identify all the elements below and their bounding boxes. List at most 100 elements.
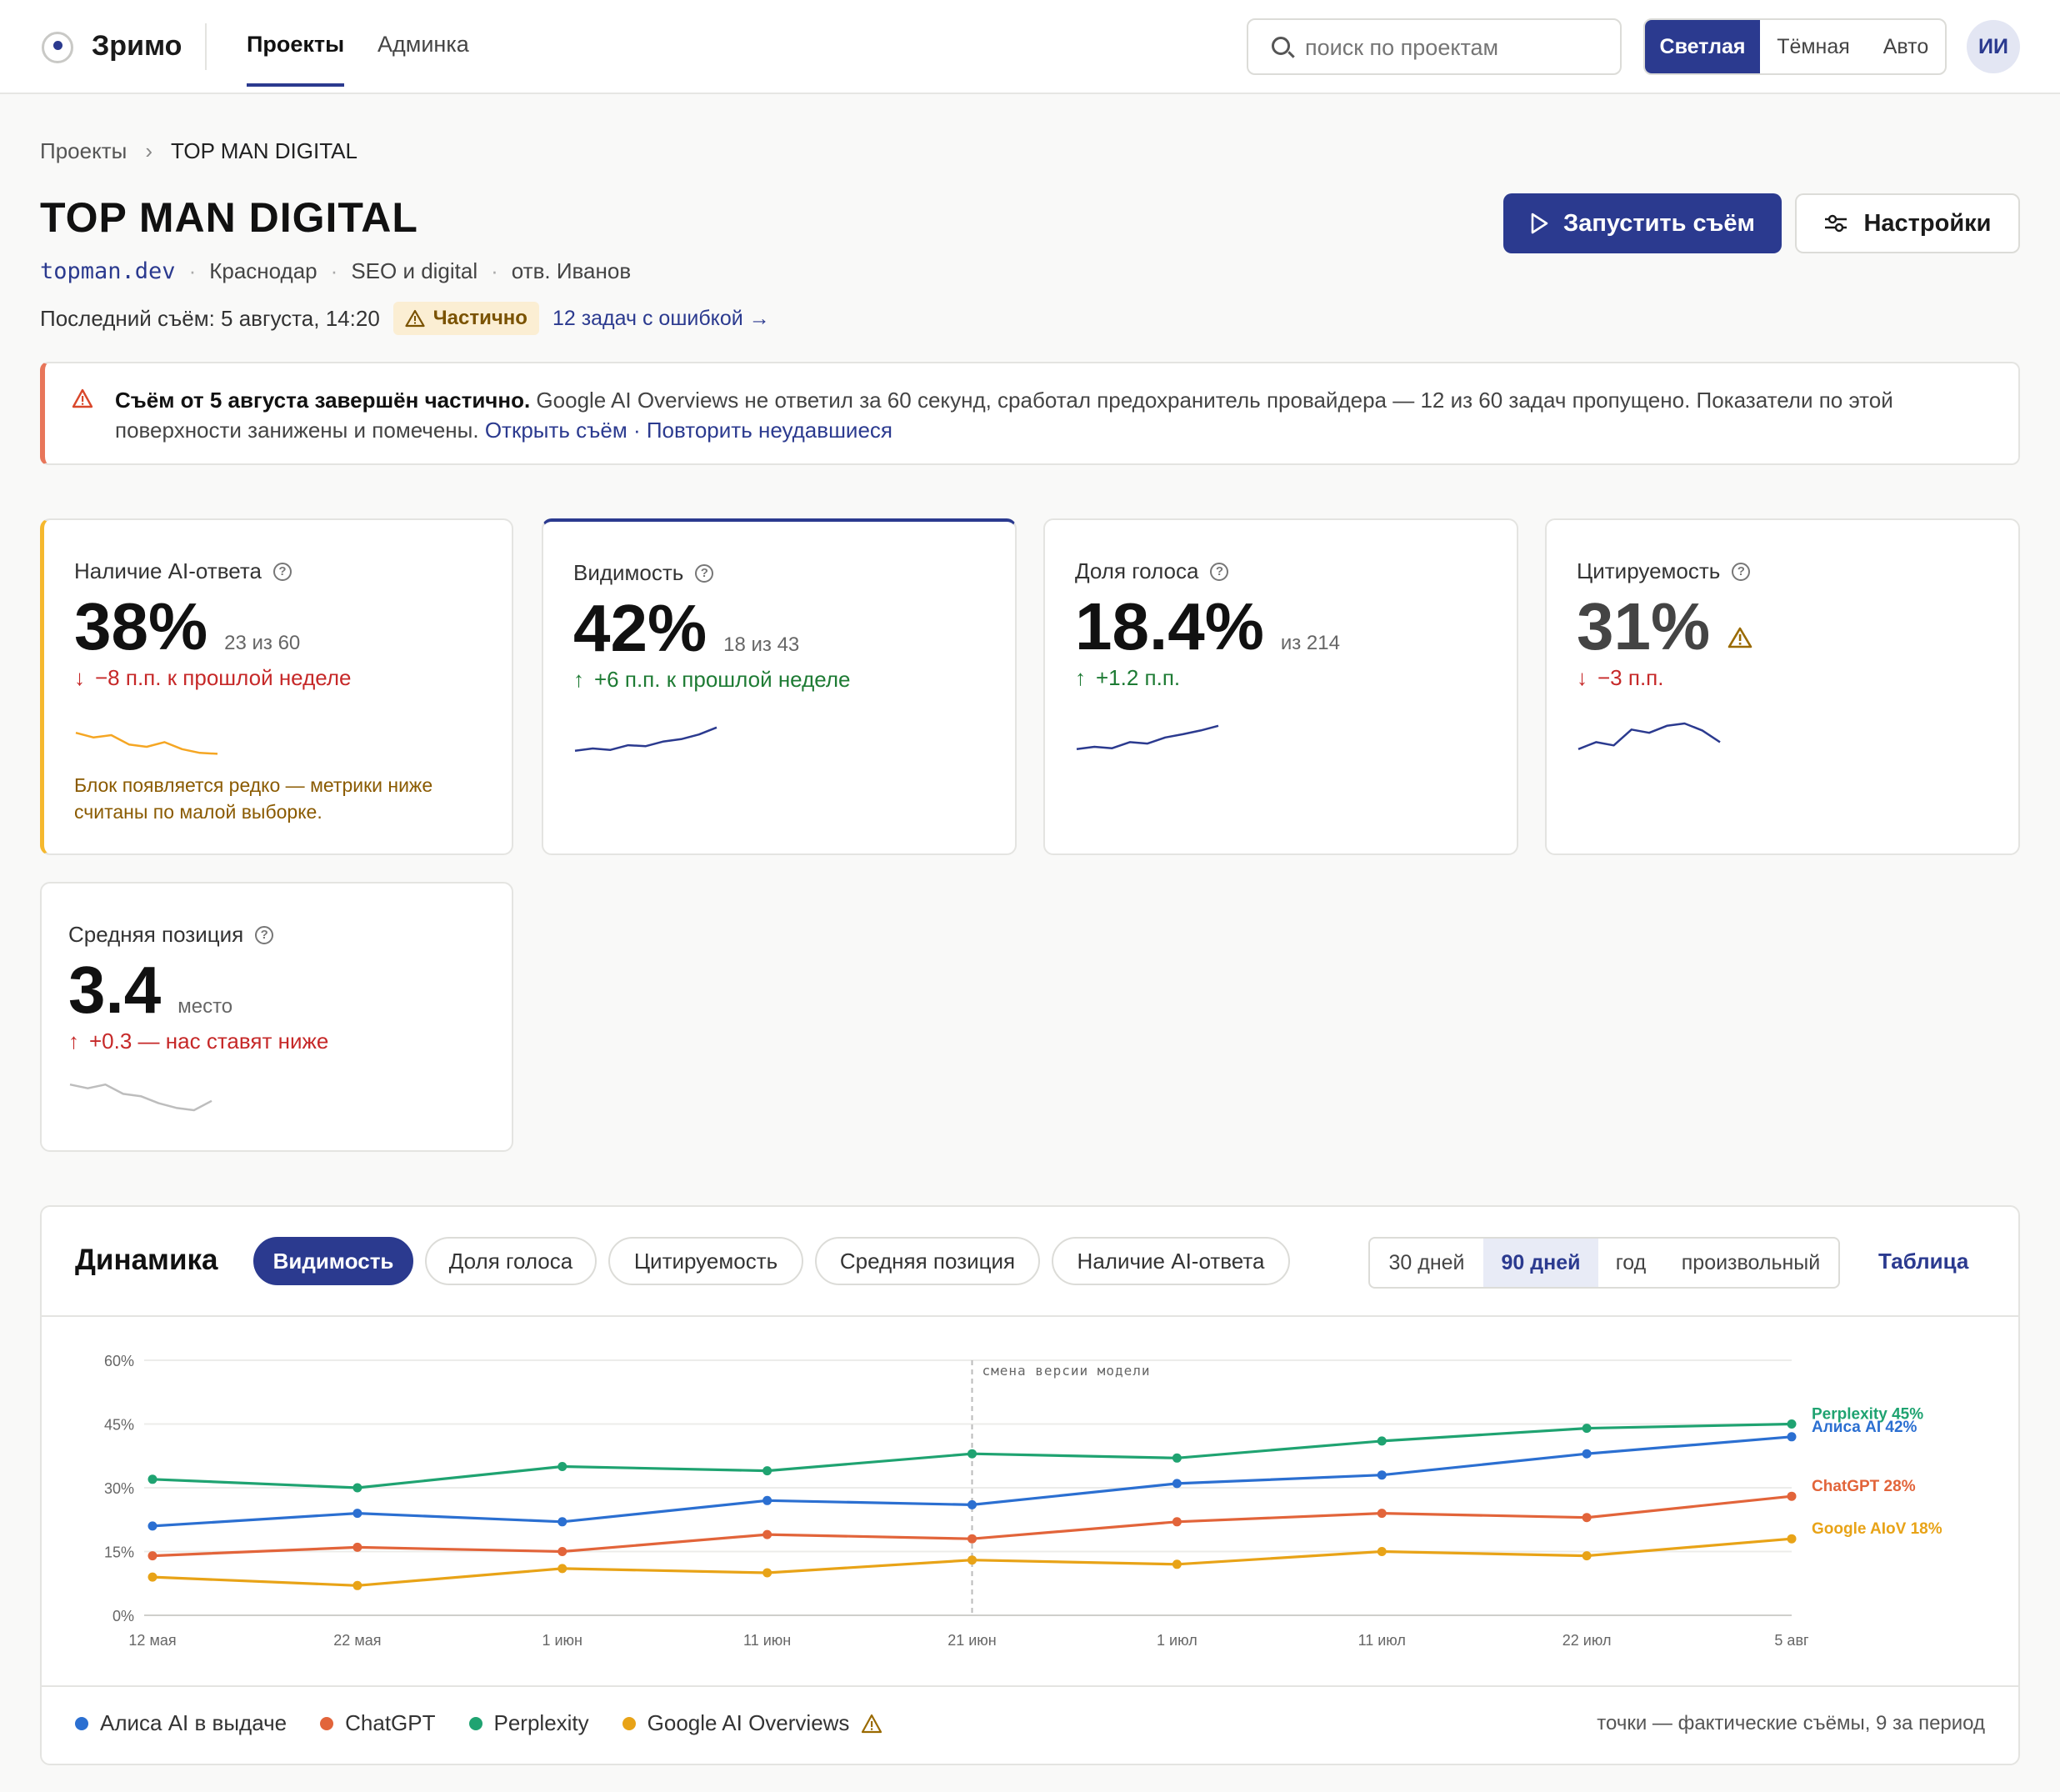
data-point[interactable] — [968, 1555, 977, 1565]
run-scrape-button[interactable]: Запустить съём — [1503, 193, 1782, 253]
data-point[interactable] — [558, 1517, 568, 1527]
breadcrumb-projects[interactable]: Проекты — [40, 138, 128, 163]
theme-dark-button[interactable]: Тёмная — [1777, 34, 1850, 58]
metric-label: Наличие AI-ответа? — [74, 558, 292, 584]
project-domain-link[interactable]: topman.dev — [40, 258, 176, 284]
chart-footnote: точки — фактические съёмы, 9 за период — [1597, 1712, 1985, 1734]
legend-item-alisa[interactable]: Алиса AI в выдаче — [75, 1710, 287, 1736]
range-custom[interactable]: произвольный — [1681, 1250, 1821, 1274]
data-point[interactable] — [558, 1547, 568, 1556]
search-box[interactable] — [1247, 18, 1622, 75]
data-point[interactable] — [1377, 1509, 1387, 1519]
data-point[interactable] — [352, 1580, 362, 1590]
range-90-days[interactable]: 90 дней — [1483, 1239, 1598, 1287]
data-point[interactable] — [1377, 1436, 1387, 1446]
data-point[interactable] — [762, 1529, 772, 1539]
project-owner: отв. Иванов — [511, 258, 632, 283]
brand-logo-icon[interactable] — [42, 32, 73, 63]
data-point[interactable] — [148, 1474, 158, 1484]
metric-card-avg-position[interactable]: Средняя позиция? 3.4 место ↑ +0.3 — нас ст… — [40, 882, 513, 1152]
metric-card-visibility[interactable]: Видимость? 42% 18 из 43 ↑ +6 п.п. к прошло… — [542, 518, 1017, 855]
settings-button[interactable]: Настройки — [1795, 193, 2020, 253]
data-point[interactable] — [762, 1495, 772, 1505]
help-icon[interactable]: ? — [272, 562, 292, 581]
metric-value: 31% — [1577, 589, 1711, 663]
data-point[interactable] — [1582, 1513, 1592, 1523]
metric-label-text: Доля голоса — [1075, 558, 1199, 583]
theme-auto-button[interactable]: Авто — [1882, 34, 1929, 58]
data-point[interactable] — [352, 1542, 362, 1552]
data-point[interactable] — [968, 1534, 977, 1544]
nav-tab-admin[interactable]: Админка — [378, 32, 469, 57]
data-point[interactable] — [1787, 1534, 1797, 1544]
legend-label: Perplexity — [493, 1710, 589, 1735]
data-point[interactable] — [1582, 1551, 1592, 1561]
data-point[interactable] — [558, 1462, 568, 1471]
retry-failed-link[interactable]: Повторить неудавшиеся — [646, 418, 892, 443]
metric-delta: ↑ +6 п.п. к прошлой неделе — [573, 667, 850, 693]
metric-tab-visibility[interactable]: Видимость — [253, 1237, 413, 1285]
data-point[interactable] — [148, 1521, 158, 1531]
metric-tab-avg-position[interactable]: Средняя позиция — [815, 1237, 1040, 1285]
series-end-label: Алиса AI 42% — [1812, 1419, 1918, 1436]
brand-name[interactable]: Зримо — [92, 30, 182, 62]
avatar[interactable]: ИИ — [1967, 20, 2020, 73]
help-icon[interactable]: ? — [255, 925, 274, 944]
data-point[interactable] — [1787, 1432, 1797, 1442]
metric-tab-share-of-voice[interactable]: Доля голоса — [425, 1237, 597, 1285]
data-point[interactable] — [968, 1449, 977, 1459]
theme-light-button[interactable]: Светлая — [1645, 20, 1760, 73]
panel-title: Динамика — [75, 1244, 218, 1276]
legend-item-chatgpt[interactable]: ChatGPT — [320, 1710, 436, 1736]
legend-item-perplexity[interactable]: Perplexity — [468, 1710, 589, 1736]
data-point[interactable] — [762, 1568, 772, 1578]
table-view-link[interactable]: Таблица — [1878, 1249, 1969, 1274]
data-point[interactable] — [1582, 1424, 1592, 1434]
data-point[interactable] — [968, 1499, 977, 1509]
data-point[interactable] — [352, 1509, 362, 1519]
project-meta: topman.dev · Краснодар · SEO и digital ·… — [40, 258, 631, 284]
metric-value-row: 3.4 место — [68, 952, 232, 1029]
open-run-link[interactable]: Открыть съём — [484, 418, 628, 443]
data-point[interactable] — [1172, 1453, 1182, 1463]
help-icon[interactable]: ? — [1732, 562, 1751, 581]
alert-text: Съём от 5 августа завершён частично. Goo… — [115, 385, 1990, 445]
data-point[interactable] — [1172, 1517, 1182, 1527]
arrow-down-icon: ↓ — [74, 665, 85, 690]
data-point[interactable] — [1172, 1479, 1182, 1489]
metric-note: Блок появляется редко — метрики ниже счи… — [74, 774, 433, 823]
data-point[interactable] — [1377, 1470, 1387, 1480]
visibility-line-chart: 0% 15% 30% 45% 60% 12 мая 22 мая 1 июн 11 июн 21 … — [104, 1353, 1942, 1649]
legend-item-google-aio[interactable]: Google AI Overviews — [622, 1710, 883, 1736]
help-icon[interactable]: ? — [1210, 562, 1229, 581]
alert-body: Google AI Overviews не ответил за 60 сек… — [115, 388, 1893, 443]
error-tasks-link[interactable]: 12 задач с ошибкой → — [552, 306, 770, 330]
metric-tab-citation[interactable]: Цитируемость — [608, 1237, 803, 1285]
data-point[interactable] — [762, 1466, 772, 1476]
data-point[interactable] — [148, 1551, 158, 1561]
warning-icon[interactable] — [1727, 626, 1753, 649]
metric-card-share-of-voice[interactable]: Доля голоса? 18.4% из 214 ↑ +1.2 п.п. — [1043, 518, 1518, 855]
metric-tab-ai-presence[interactable]: Наличие AI-ответа — [1052, 1237, 1290, 1285]
x-tick-label: 21 июн — [948, 1632, 997, 1649]
data-point[interactable] — [1787, 1419, 1797, 1429]
metric-sub: 18 из 43 — [723, 633, 800, 656]
top-nav: Зримо Проекты Админка Светлая Тёмная Авт… — [0, 0, 2060, 94]
search-input[interactable] — [1305, 35, 1605, 61]
metric-card-ai-presence[interactable]: Наличие AI-ответа? 38% 23 из 60 ↓ −8 п.п. … — [40, 518, 513, 855]
data-point[interactable] — [1172, 1559, 1182, 1569]
data-point[interactable] — [352, 1483, 362, 1493]
data-point[interactable] — [1377, 1547, 1387, 1556]
range-30-days[interactable]: 30 дней — [1388, 1250, 1465, 1274]
data-point[interactable] — [1582, 1449, 1592, 1459]
metric-value: 18.4% — [1075, 589, 1264, 663]
help-icon[interactable]: ? — [695, 563, 714, 583]
data-point[interactable] — [1787, 1491, 1797, 1501]
nav-tab-projects[interactable]: Проекты — [247, 32, 345, 87]
run-scrape-label: Запустить съём — [1563, 209, 1755, 237]
data-point[interactable] — [148, 1572, 158, 1582]
range-year[interactable]: год — [1615, 1250, 1647, 1274]
metric-value: 3.4 — [68, 953, 162, 1027]
data-point[interactable] — [558, 1564, 568, 1574]
metric-card-citation[interactable]: Цитируемость? 31% ↓ −3 п.п. — [1545, 518, 2020, 855]
